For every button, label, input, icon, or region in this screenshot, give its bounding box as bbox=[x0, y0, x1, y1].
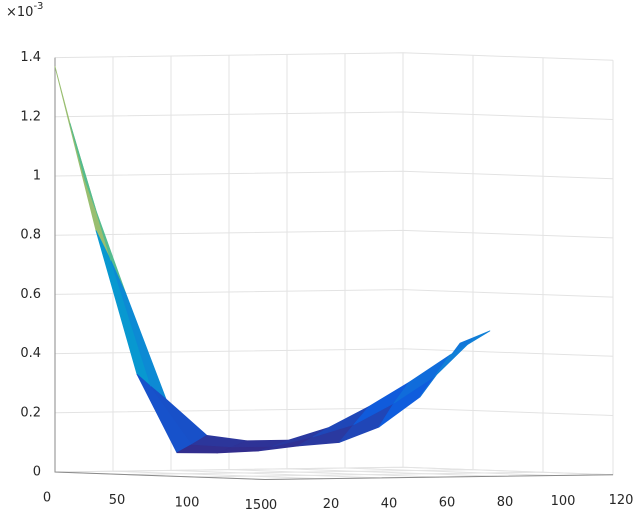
x-grid-line bbox=[54, 52, 404, 473]
surface-patch bbox=[69, 122, 127, 295]
z-grid-line bbox=[54, 289, 614, 298]
z-multiplier: ×10-3 bbox=[6, 1, 43, 20]
x-tick-label: 150 bbox=[245, 498, 270, 513]
z-tick-label: 0.8 bbox=[20, 228, 41, 243]
z-multiplier-base: ×10 bbox=[6, 5, 33, 20]
y-tick-label: 100 bbox=[551, 494, 576, 509]
z-grid-line bbox=[54, 52, 614, 61]
surface-patch bbox=[136, 373, 193, 454]
x-grid-line bbox=[124, 55, 474, 475]
y-tick-label: 0 bbox=[269, 498, 277, 513]
z-tick-label: 1.2 bbox=[20, 109, 41, 124]
z-grid-line bbox=[54, 407, 614, 416]
z-tick-label: 1.4 bbox=[20, 50, 41, 65]
y-grid-line bbox=[112, 56, 324, 480]
z-grid-line bbox=[54, 229, 614, 239]
z-tick-label: 0.2 bbox=[20, 405, 41, 420]
x-tick-label: 50 bbox=[109, 493, 126, 508]
x-grid-line bbox=[194, 57, 544, 478]
x-tick-label: 0 bbox=[43, 491, 51, 506]
z-multiplier-exponent: -3 bbox=[33, 1, 43, 12]
y-tick-label: 20 bbox=[323, 497, 340, 512]
y-grid-line bbox=[228, 55, 440, 478]
x-tick-label: 100 bbox=[175, 496, 200, 511]
z-grid-line bbox=[54, 170, 614, 180]
y-tick-label: 60 bbox=[439, 496, 456, 511]
z-tick-label: 0 bbox=[33, 465, 41, 480]
x-grid-line bbox=[264, 60, 614, 480]
y-tick-label: 120 bbox=[609, 493, 634, 508]
surface-patch bbox=[434, 330, 491, 377]
z-tick-label: 0.6 bbox=[20, 287, 41, 302]
surface-patch bbox=[95, 230, 152, 388]
surface-patch bbox=[393, 354, 451, 404]
z-tick-label: 0.4 bbox=[20, 346, 41, 361]
axis-line bbox=[54, 57, 614, 481]
surface-patch bbox=[110, 260, 167, 400]
z-tick-label: 1 bbox=[33, 169, 41, 184]
z-grid-line bbox=[54, 111, 614, 120]
y-tick-label: 80 bbox=[497, 495, 514, 510]
y-tick-label: 40 bbox=[381, 496, 398, 511]
y-grid-line bbox=[170, 56, 382, 479]
surface-patch bbox=[419, 336, 476, 398]
